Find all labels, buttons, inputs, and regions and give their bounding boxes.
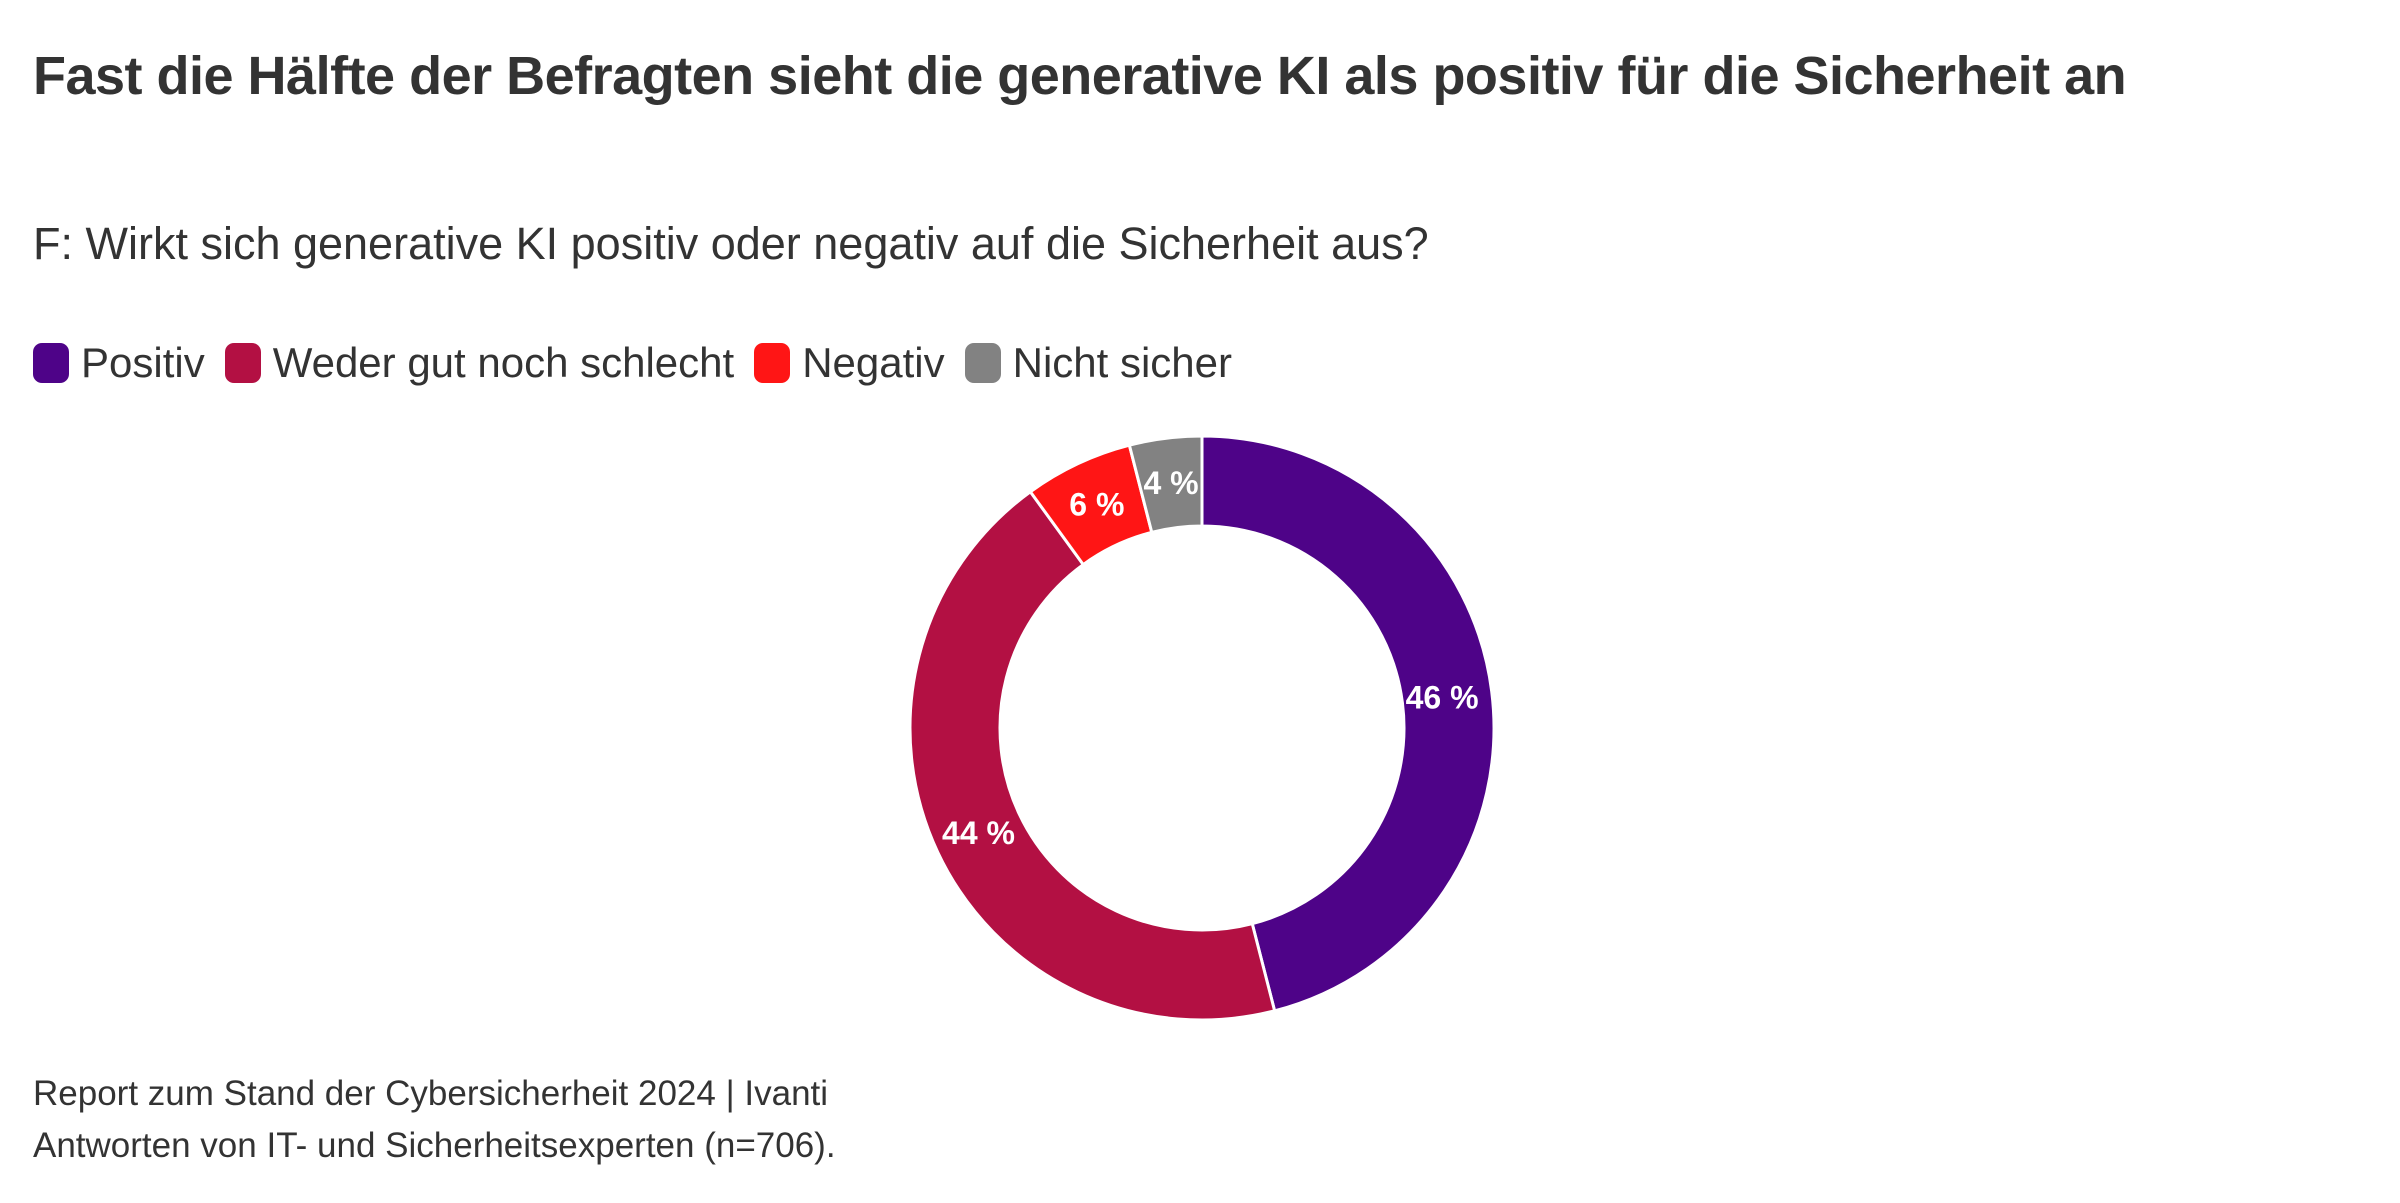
data-label-nicht-sicher: 4 % [1143, 465, 1198, 501]
legend-swatch [754, 343, 791, 383]
legend-label: Weder gut noch schlecht [272, 339, 735, 386]
legend-swatch [224, 343, 261, 383]
source-note: Report zum Stand der Cybersicherheit 202… [33, 1074, 829, 1113]
legend-swatch [964, 343, 1001, 383]
legend-item-nicht-sicher[interactable]: Nicht sicher [964, 335, 1233, 391]
donut-slice-positiv[interactable] [1200, 434, 1496, 1013]
chart-title: Fast die Hälfte der Befragten sieht die … [33, 46, 2127, 106]
legend-label: Positiv [81, 339, 205, 386]
legend-item-negativ[interactable]: Negativ [754, 335, 945, 391]
chart-subtitle: F: Wirkt sich generative KI positiv oder… [33, 218, 1429, 269]
donut-slice-nicht-sicher[interactable] [1127, 434, 1204, 535]
donut-slices [908, 434, 1496, 1022]
legend-swatch [33, 343, 69, 383]
data-label-positiv: 46 % [1406, 680, 1479, 716]
footer: Report zum Stand der Cybersicherheit 202… [33, 1068, 836, 1172]
data-label-weder-gut-noch-schlecht: 44 % [942, 815, 1015, 851]
data-label-negativ: 6 % [1069, 487, 1124, 523]
sample-note: Antworten von IT- und Sicherheitsexperte… [33, 1126, 836, 1165]
legend-item-weder-gut-noch-schlecht[interactable]: Weder gut noch schlecht [224, 335, 735, 391]
legend: Positiv Weder gut noch schlecht Negativ … [33, 335, 1252, 391]
donut-labels: 46 % 44 % 6 % 4 % [942, 465, 1479, 851]
legend-label: Negativ [802, 339, 945, 386]
legend-item-positiv[interactable]: Positiv [33, 335, 205, 391]
legend-label: Nicht sicher [1012, 339, 1233, 386]
donut-slice-weder-gut-noch-schlecht[interactable] [908, 489, 1277, 1022]
